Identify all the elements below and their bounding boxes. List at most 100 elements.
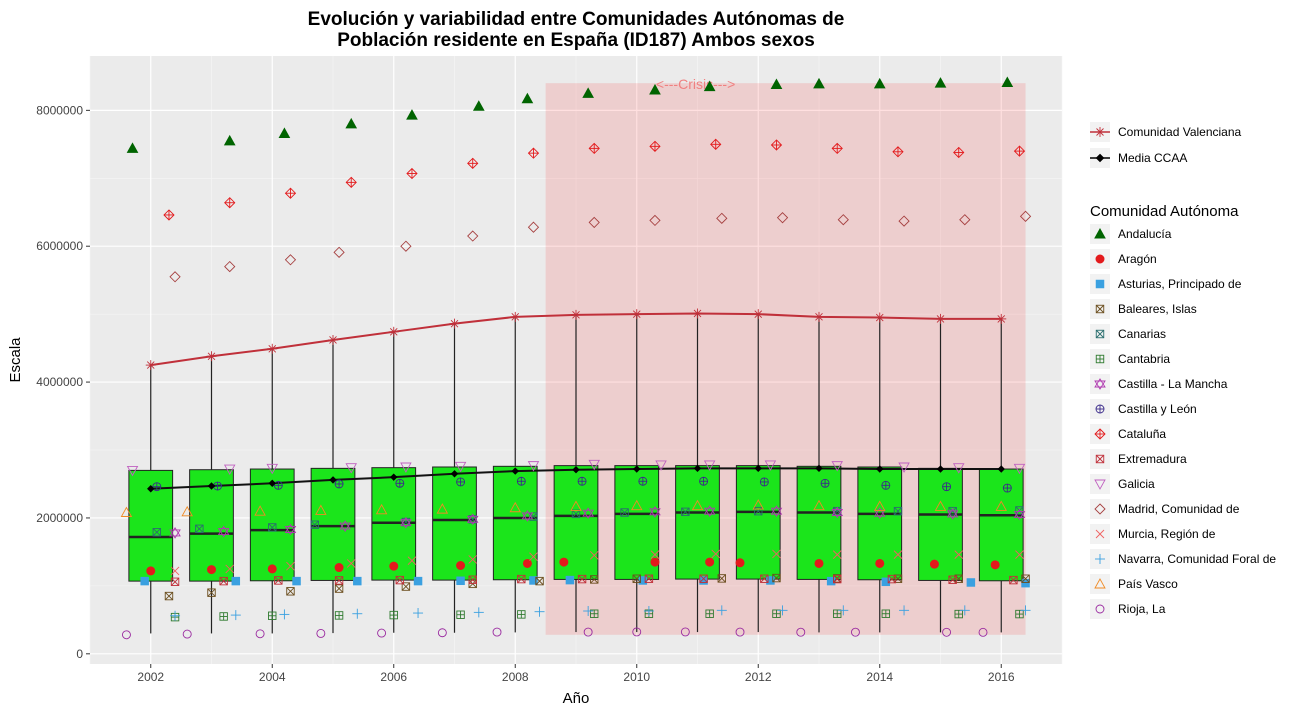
data-point	[588, 216, 600, 229]
legend-marker	[1095, 279, 1105, 289]
data-point	[535, 576, 544, 586]
legend-label: Galicia	[1118, 477, 1155, 491]
comunidad-valenciana-point	[753, 309, 764, 320]
data-point	[284, 523, 297, 536]
data-point	[1021, 578, 1030, 588]
data-point	[954, 550, 964, 559]
media-ccaa-point	[207, 482, 216, 490]
data-point	[710, 138, 722, 150]
data-point	[310, 520, 319, 529]
data-point	[978, 627, 988, 637]
data-point	[345, 117, 358, 129]
comunidad-valenciana-point	[935, 313, 946, 324]
chart-title-line2: Población residente en España (ID187) Am…	[337, 30, 815, 51]
media-ccaa-point	[147, 485, 155, 493]
data-point	[352, 608, 363, 619]
data-point	[389, 610, 398, 620]
y-tick-label: 0	[76, 647, 83, 661]
legend-label: Murcia, Región de	[1118, 527, 1216, 541]
y-tick-label: 2000000	[36, 511, 83, 525]
data-point	[1001, 76, 1014, 87]
media-ccaa-point	[390, 473, 398, 481]
data-point	[777, 605, 788, 616]
data-point	[583, 606, 594, 617]
data-point	[268, 523, 277, 532]
legend-marker	[1095, 153, 1105, 163]
data-point	[577, 476, 587, 486]
data-point	[681, 507, 690, 517]
data-point	[126, 142, 139, 153]
data-point	[873, 500, 886, 511]
data-point	[776, 212, 789, 224]
data-point	[703, 505, 716, 517]
data-point	[517, 610, 526, 619]
data-point	[582, 87, 594, 98]
data-point	[881, 480, 891, 490]
x-tick-label: 2004	[259, 670, 286, 684]
data-point	[887, 574, 897, 584]
x-tick-label: 2002	[137, 670, 164, 684]
data-point	[1020, 605, 1031, 616]
data-point	[231, 576, 241, 586]
comunidad-valenciana-point	[571, 309, 581, 320]
data-point	[279, 609, 290, 620]
data-point	[456, 560, 466, 570]
data-point	[772, 609, 781, 618]
data-point	[517, 574, 526, 584]
data-point	[929, 559, 939, 569]
data-point	[267, 564, 277, 574]
legend-label: Madrid, Comunidad de	[1118, 502, 1240, 516]
comunidad-valenciana-point	[145, 360, 156, 371]
legend-marker	[1094, 227, 1106, 239]
x-tick-label: 2012	[745, 670, 772, 684]
data-point	[473, 607, 484, 618]
comunidad-valenciana-point	[510, 311, 521, 322]
data-point	[770, 505, 783, 517]
data-point	[527, 147, 540, 159]
data-point	[873, 77, 886, 89]
legend-label: Andalucía	[1118, 227, 1172, 241]
data-point	[699, 576, 708, 585]
data-point	[716, 605, 727, 616]
data-point	[589, 550, 599, 560]
data-point	[588, 142, 600, 155]
data-point	[650, 550, 660, 559]
data-point	[468, 575, 477, 584]
x-tick-label: 2006	[380, 670, 407, 684]
data-point	[831, 142, 843, 155]
data-point	[946, 508, 959, 520]
data-point	[899, 605, 910, 616]
legend-label: Castilla - La Mancha	[1118, 377, 1228, 391]
legend-marker	[1094, 378, 1106, 390]
data-point	[400, 240, 412, 252]
data-point	[454, 461, 467, 473]
data-point	[966, 578, 976, 587]
data-point	[389, 561, 399, 571]
data-point	[163, 209, 175, 221]
data-point	[952, 463, 965, 474]
data-point	[632, 574, 641, 583]
data-point	[339, 520, 351, 532]
data-point	[509, 501, 522, 513]
data-point	[942, 482, 952, 492]
x-tick-label: 2016	[988, 670, 1015, 684]
data-point	[467, 157, 479, 169]
data-point	[406, 109, 418, 120]
data-point	[195, 524, 204, 534]
data-point	[948, 575, 957, 584]
legend-key	[1090, 474, 1110, 494]
legend-title: Comunidad Autónoma	[1090, 203, 1239, 220]
data-point	[577, 574, 587, 584]
data-point	[286, 587, 295, 596]
data-point	[334, 563, 344, 573]
box	[978, 468, 1024, 582]
data-point	[705, 609, 714, 618]
data-point	[632, 627, 642, 637]
data-point	[284, 187, 297, 199]
legend-label: País Vasco	[1118, 577, 1178, 591]
data-point	[649, 214, 661, 227]
legend-label: Media CCAA	[1118, 151, 1187, 165]
data-point	[959, 605, 970, 616]
legend-marker	[1094, 479, 1106, 490]
data-point	[735, 627, 745, 637]
